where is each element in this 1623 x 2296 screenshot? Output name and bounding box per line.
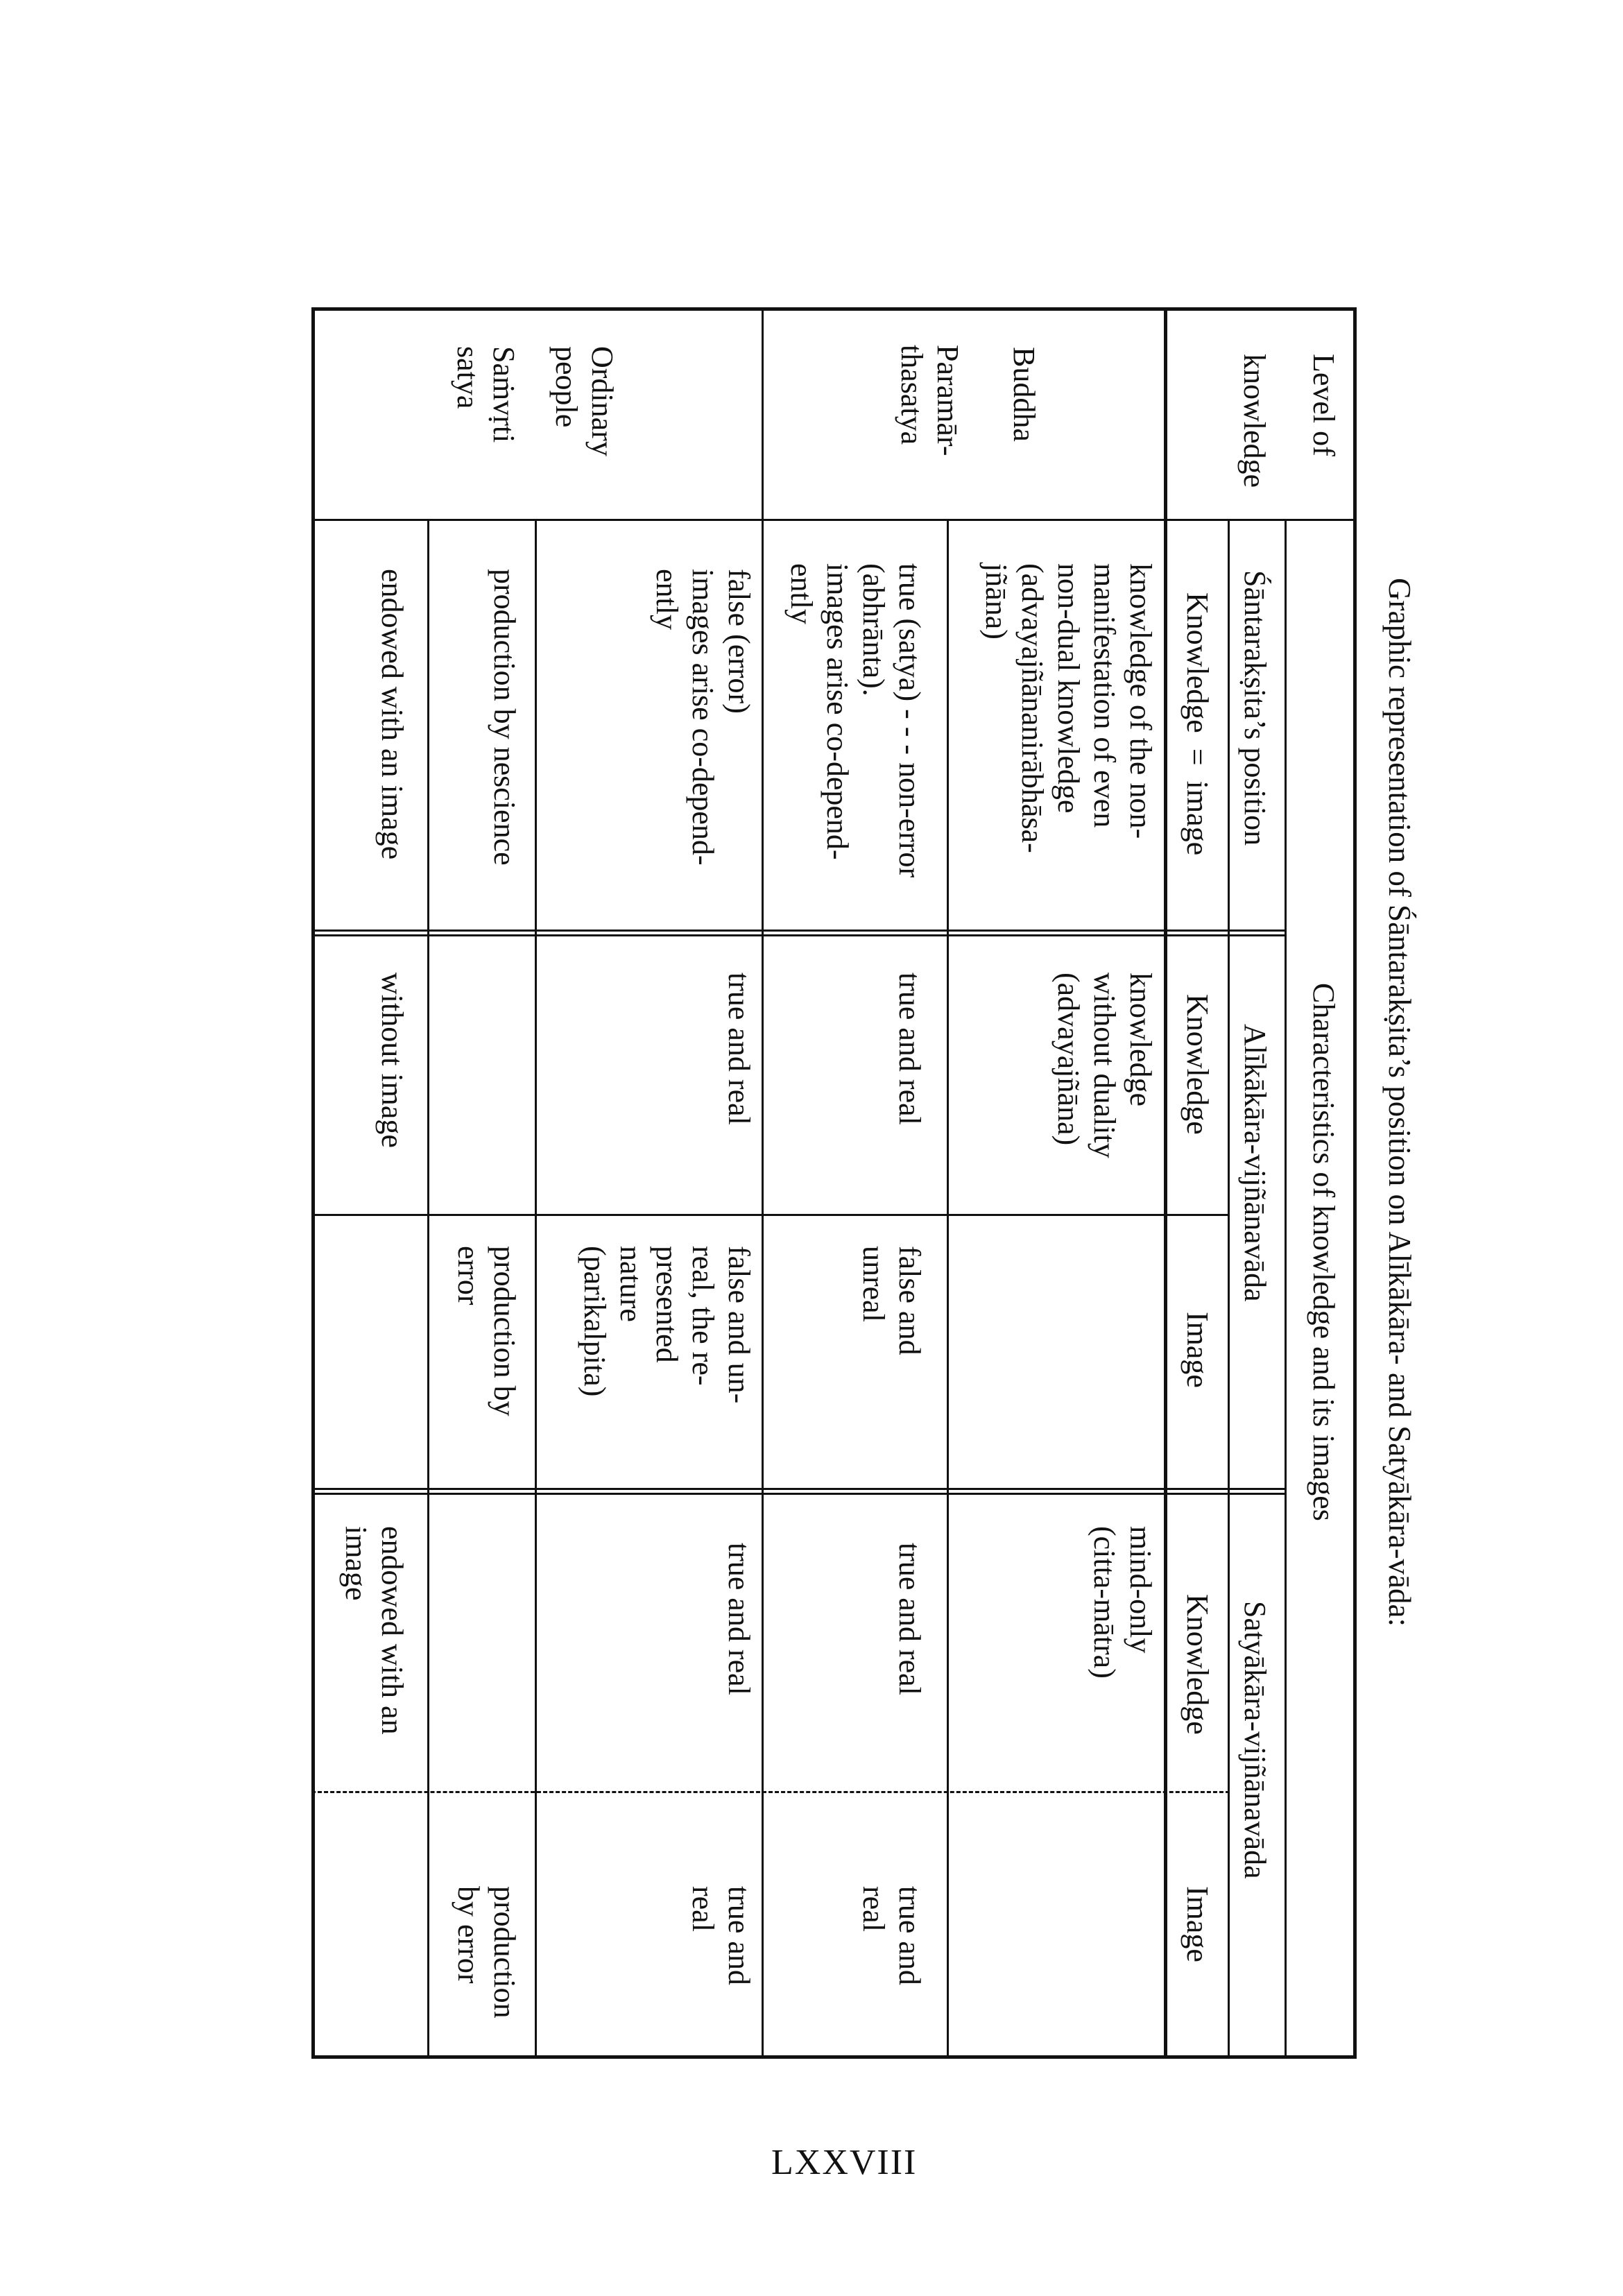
table-rule [535,519,537,2059]
table-rule [762,307,764,2059]
table-rule [947,519,949,2059]
header-alikakara: Alīkākāra-vijñānavāda [1238,1024,1272,1302]
level-samvrti-satya: Saṁvṛti satya [451,346,521,443]
level-ordinary-people: Ordinary people [549,346,619,456]
level-paramarthasatya: Paramār- thasatya [895,345,965,456]
table-dashed-rule [311,1791,1230,1793]
cell-paramartha-alik-image: false and unreal [857,1246,927,1355]
cell-buddha-santaraksita: knowledge of the non- manifestation of e… [979,563,1158,853]
table-rule [311,1214,1230,1216]
cell-paramartha-santaraksita: true (satya) - - - non-error (abhrānta).… [784,563,927,878]
cell-ordinary-alik-knowledge: true and real [722,973,756,1125]
cell-endowed-santaraksita: endowed with an image [375,569,409,860]
header-alik-image: Image [1180,1312,1214,1388]
header-knowledge-equals-image: Knowledge = image [1180,592,1214,856]
cell-production-saty-image: production by error [452,1886,522,2019]
header-level-of-knowledge: Level of knowledge [1237,354,1341,488]
table-rule [427,519,429,2059]
header-alik-knowledge: Knowledge [1180,994,1214,1135]
cell-paramartha-saty-knowledge: true and real [893,1543,927,1695]
cell-ordinary-saty-image: true and real [686,1886,756,1985]
level-buddha: Buddha [1007,347,1041,442]
table-double-rule [311,1488,1287,1495]
cell-endowed-saty-knowledge: endowed with an image [339,1526,409,1735]
table-rule [311,519,1357,521]
page-number: LXXVIII [771,2143,918,2182]
cell-endowed-alik-knowledge: without image [375,973,409,1148]
cell-buddha-alik-knowledge: knowledge without duality (advayajñāna) [1051,973,1158,1158]
header-santaraksita: Śāntarakṣita’s position [1238,570,1272,846]
header-saty-image: Image [1180,1886,1214,1962]
cell-production-santaraksita: production by nescience [488,569,522,866]
table-double-rule [311,929,1287,936]
header-saty-knowledge: Knowledge [1180,1594,1214,1735]
cell-ordinary-saty-knowledge: true and real [722,1543,756,1695]
cell-ordinary-alik-image: false and un- real, the re- presented na… [578,1246,756,1404]
cell-ordinary-santaraksita: false (error) images arise co-depend- en… [650,569,756,866]
page-title: Graphic representation of Śāntarakṣita’s… [1382,578,1417,1627]
header-satyakara: Satyākāra-vijñānavāda [1238,1601,1272,1879]
header-characteristics: Characteristics of knowledge and its ima… [1307,983,1341,1521]
table-rule [1164,307,1167,2059]
table-rule [1228,933,1230,2059]
cell-production-alik-image: production by error [452,1246,522,1416]
cell-paramartha-saty-image: true and real [857,1886,927,1985]
cell-buddha-saty-knowledge: mind-only (citta-mātra) [1088,1526,1158,1679]
table-rule [1228,519,1230,933]
cell-paramartha-alik-knowledge: true and real [893,973,927,1125]
table-rule [1285,519,1287,2059]
